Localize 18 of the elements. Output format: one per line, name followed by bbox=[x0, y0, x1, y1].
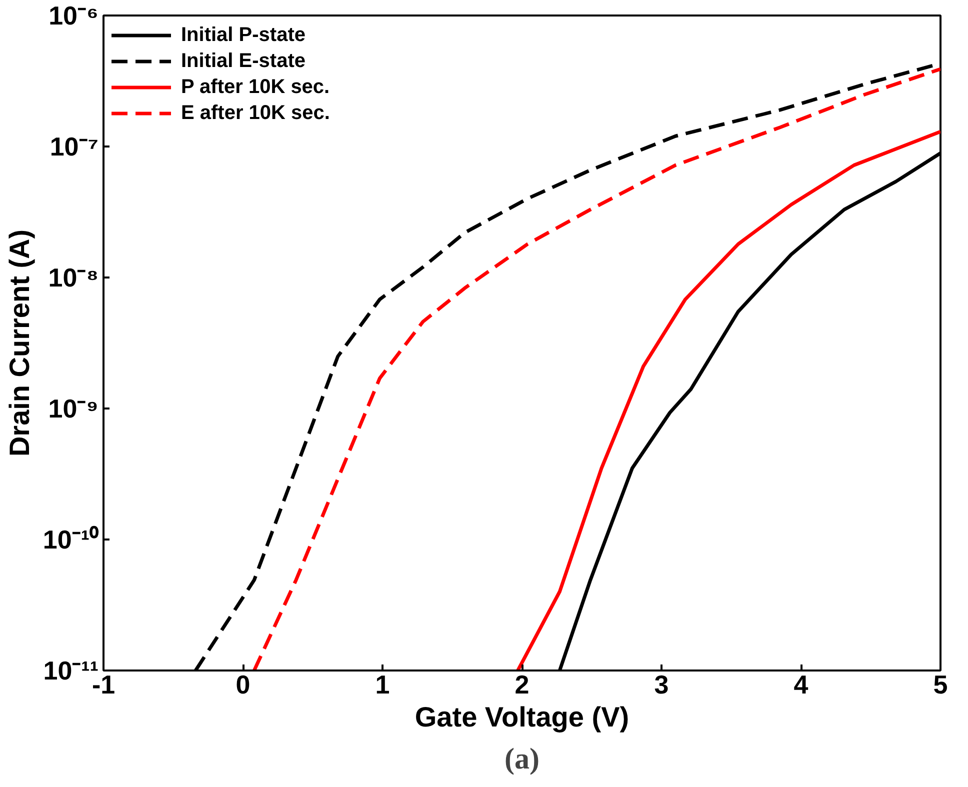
x-tick-label: 1 bbox=[375, 670, 390, 700]
y-axis-title: Drain Current (A) bbox=[4, 229, 35, 457]
x-tick-label: 0 bbox=[236, 670, 250, 700]
x-tick-label: 2 bbox=[514, 670, 530, 700]
x-axis-title: Gate Voltage (V) bbox=[414, 702, 630, 732]
y-tick-label: 10⁻⁶ bbox=[48, 0, 99, 30]
x-tick-label: 5 bbox=[933, 670, 948, 700]
y-tick-label: 10⁻⁷ bbox=[50, 132, 99, 162]
y-tick-label: 10⁻¹⁰ bbox=[42, 524, 100, 554]
x-tick-label: 3 bbox=[654, 670, 669, 700]
y-tick-label: 10⁻⁸ bbox=[48, 262, 99, 292]
legend-label: P after 10K sec. bbox=[181, 75, 330, 99]
legend-label: Initial E-state bbox=[181, 49, 306, 73]
legend-label: Initial P-state bbox=[181, 23, 306, 47]
y-tick-label: 10⁻⁹ bbox=[48, 394, 99, 424]
text: (a) bbox=[504, 742, 540, 776]
legend-label: E after 10K sec. bbox=[181, 101, 330, 125]
x-tick-label: 4 bbox=[794, 670, 809, 700]
